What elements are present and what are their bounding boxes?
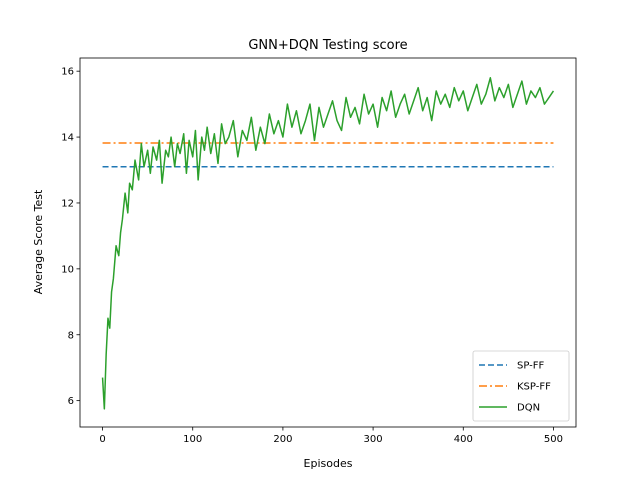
x-tick-label: 400 bbox=[454, 434, 473, 445]
plot-area bbox=[101, 77, 555, 410]
x-axis: 0 100 200 300 400 500 bbox=[99, 427, 563, 445]
x-tick-label: 200 bbox=[273, 434, 292, 445]
legend-label-sp-ff: SP-FF bbox=[517, 361, 545, 372]
legend-label-dqn: DQN bbox=[517, 403, 540, 414]
chart-title: GNN+DQN Testing score bbox=[248, 38, 407, 53]
y-tick-label: 14 bbox=[61, 133, 74, 144]
series-line-dqn bbox=[101, 77, 555, 410]
x-tick-label: 300 bbox=[364, 434, 383, 445]
y-tick-label: 6 bbox=[68, 396, 74, 407]
legend: SP-FF KSP-FF DQN bbox=[472, 350, 570, 422]
y-tick-label: 10 bbox=[61, 264, 74, 275]
y-tick-label: 8 bbox=[68, 330, 74, 341]
x-tick-label: 0 bbox=[99, 434, 105, 445]
y-axis: 6 8 10 12 14 16 bbox=[61, 67, 80, 407]
legend-box bbox=[472, 350, 570, 422]
y-axis-label: Average Score Test bbox=[32, 189, 45, 294]
y-tick-label: 16 bbox=[61, 67, 74, 78]
x-tick-label: 100 bbox=[183, 434, 202, 445]
x-tick-label: 500 bbox=[544, 434, 563, 445]
x-axis-label: Episodes bbox=[304, 457, 353, 470]
y-tick-label: 12 bbox=[61, 198, 74, 209]
legend-label-ksp-ff: KSP-FF bbox=[517, 382, 551, 393]
plot-frame bbox=[79, 57, 577, 428]
